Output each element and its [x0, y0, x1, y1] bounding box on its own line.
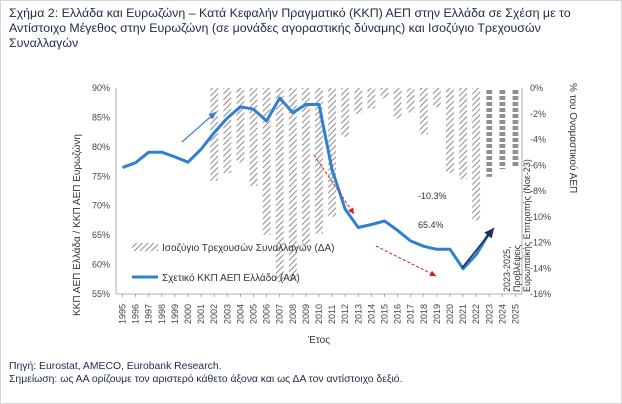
- right-tick-label: -12%: [530, 238, 551, 248]
- x-tick-label-2024: 2024: [497, 304, 507, 324]
- forecast-bar-2024: [499, 88, 506, 170]
- cab-bar-2004: [236, 88, 245, 163]
- x-tick-label-1999: 1999: [170, 304, 180, 324]
- annotations: -10.3% 65.4% 2023-2025, Προβλέψεις Ευρωπ…: [418, 159, 532, 292]
- x-tick-label-2021: 2021: [458, 304, 468, 324]
- annotation-cab-2022: -10.3%: [418, 191, 447, 201]
- x-tick-label-2007: 2007: [275, 304, 285, 324]
- legend-swatch-cab: [132, 243, 158, 251]
- left-tick-label: 85%: [92, 112, 110, 122]
- cab-bar-2010: [315, 88, 323, 234]
- right-tick-label: -6%: [530, 160, 546, 170]
- x-tick-label-2018: 2018: [419, 304, 429, 324]
- x-tick-label-2010: 2010: [314, 304, 324, 324]
- x-tick-label-1998: 1998: [157, 304, 167, 324]
- forecast-bar-2025: [512, 88, 519, 167]
- x-tick-label-1995: 1995: [118, 304, 128, 324]
- x-tick-label-2004: 2004: [235, 304, 245, 324]
- right-axis-label: % του Ονομαστικού ΑΕΠ: [567, 83, 579, 193]
- right-tick-label: -14%: [530, 263, 551, 273]
- cab-bar-2005: [249, 88, 258, 186]
- left-tick-label: 75%: [92, 171, 110, 181]
- cab-bar-2003: [223, 88, 232, 173]
- legend: Ισοζύγιο Τρεχουσών Συναλλαγών (ΔΑ) Σχετι…: [132, 242, 334, 284]
- cab-bar-2008: [288, 88, 297, 282]
- left-tick-label: 80%: [92, 142, 110, 152]
- note-line: Σημείωση: ως ΑΑ ορίζουμε τον αριστερό κά…: [9, 374, 403, 385]
- gdp-series-line: [121, 96, 491, 271]
- forecast-bars: [486, 88, 519, 177]
- left-tick-label: 90%: [92, 83, 110, 93]
- legend-label-cab: Ισοζύγιο Τρεχουσών Συναλλαγών (ΔΑ): [162, 242, 334, 254]
- cab-bar-2011: [328, 88, 337, 217]
- left-tick-label: 55%: [92, 289, 110, 299]
- x-tick-label-2006: 2006: [262, 304, 272, 324]
- forecast-bar-2023: [486, 88, 493, 177]
- x-tick-label-2017: 2017: [406, 304, 416, 324]
- x-tick-label-2016: 2016: [393, 304, 403, 324]
- x-tick-label-2020: 2020: [445, 304, 455, 324]
- cab-bar-2006: [262, 88, 271, 235]
- figure-title: Σχήμα 2: Ελλάδα και Ευρωζώνη – Κατά Κεφα…: [9, 6, 571, 50]
- cab-bar-2021: [459, 88, 467, 180]
- x-tick-label-1996: 1996: [131, 304, 141, 324]
- x-tick-label-2005: 2005: [249, 304, 259, 324]
- right-axis-ticks: 0% -2% -4% -6% -8% -10% -12% -14% -16%: [530, 83, 551, 299]
- x-tick-label-2015: 2015: [380, 304, 390, 324]
- cab-bar-2009: [301, 88, 310, 247]
- cab-bar-2022: [472, 88, 481, 221]
- right-tick-label: -16%: [530, 289, 551, 299]
- source-line: Πηγή: Eurostat, AMECO, Eurobank Research…: [9, 361, 222, 372]
- x-tick-label-2003: 2003: [222, 304, 232, 324]
- x-axis-label: Έτος: [307, 335, 330, 346]
- cab-bar-2018: [419, 88, 428, 135]
- left-axis-ticks: 90% 85% 80% 75% 70% 65% 60% 55%: [92, 83, 110, 299]
- annotation-forecast-note: 2023-2025, Προβλέψεις Ευρωπαϊκής Επιτροπ…: [502, 159, 532, 292]
- trend-arrows: [181, 111, 495, 277]
- left-tick-label: 65%: [92, 230, 110, 240]
- annotation-gdp-2023: 65.4%: [418, 220, 444, 230]
- legend-label-gdp: Σχετικό ΚΚΠ ΑΕΠ Ελλάδα (ΑΑ): [162, 272, 300, 284]
- cab-bar-2019: [432, 88, 441, 108]
- right-tick-label: -10%: [530, 212, 551, 222]
- x-tick-label-1997: 1997: [144, 304, 154, 324]
- x-tick-label-2002: 2002: [209, 304, 219, 324]
- right-tick-label: -2%: [530, 109, 546, 119]
- left-tick-label: 70%: [92, 201, 110, 211]
- x-tick-label-2001: 2001: [196, 304, 206, 324]
- x-tick-label-2000: 2000: [183, 304, 193, 324]
- x-tick-label-2025: 2025: [511, 304, 521, 324]
- right-tick-label: 0%: [530, 83, 543, 93]
- gdp-line: [121, 96, 491, 271]
- x-tick-label-2022: 2022: [471, 304, 481, 324]
- left-tick-label: 60%: [92, 260, 110, 270]
- right-tick-label: -8%: [530, 186, 546, 196]
- cab-bar-2007: [275, 88, 284, 283]
- x-axis-ticks: 1995 1996 1997 1998 1999 2000 2001 2002 2003 2004…: [118, 294, 521, 324]
- x-tick-label-2019: 2019: [432, 304, 442, 324]
- cab-bar-2015: [380, 88, 389, 99]
- left-axis-label: ΚΚΠ ΑΕΠ Ελλάδα / ΚΚΠ ΑΕΠ Ευρωζώνη: [71, 134, 83, 316]
- cab-bar-2016: [393, 88, 402, 119]
- x-tick-label-2011: 2011: [327, 305, 337, 324]
- x-tick-label-2014: 2014: [366, 304, 376, 324]
- x-tick-label-2013: 2013: [353, 304, 363, 324]
- right-tick-label: -4%: [530, 135, 546, 145]
- x-tick-label-2008: 2008: [288, 304, 298, 324]
- cab-bar-2020: [446, 88, 454, 173]
- x-tick-label-2023: 2023: [484, 304, 494, 324]
- source-note: Πηγή: Eurostat, AMECO, Eurobank Research…: [9, 360, 613, 386]
- x-tick-label-2012: 2012: [340, 304, 350, 324]
- cab-bar-2012: [341, 88, 350, 137]
- cab-bar-2014: [367, 88, 376, 109]
- cab-bar-2013: [354, 88, 363, 114]
- x-tick-label-2009: 2009: [301, 304, 311, 324]
- cab-bar-2017: [406, 88, 415, 113]
